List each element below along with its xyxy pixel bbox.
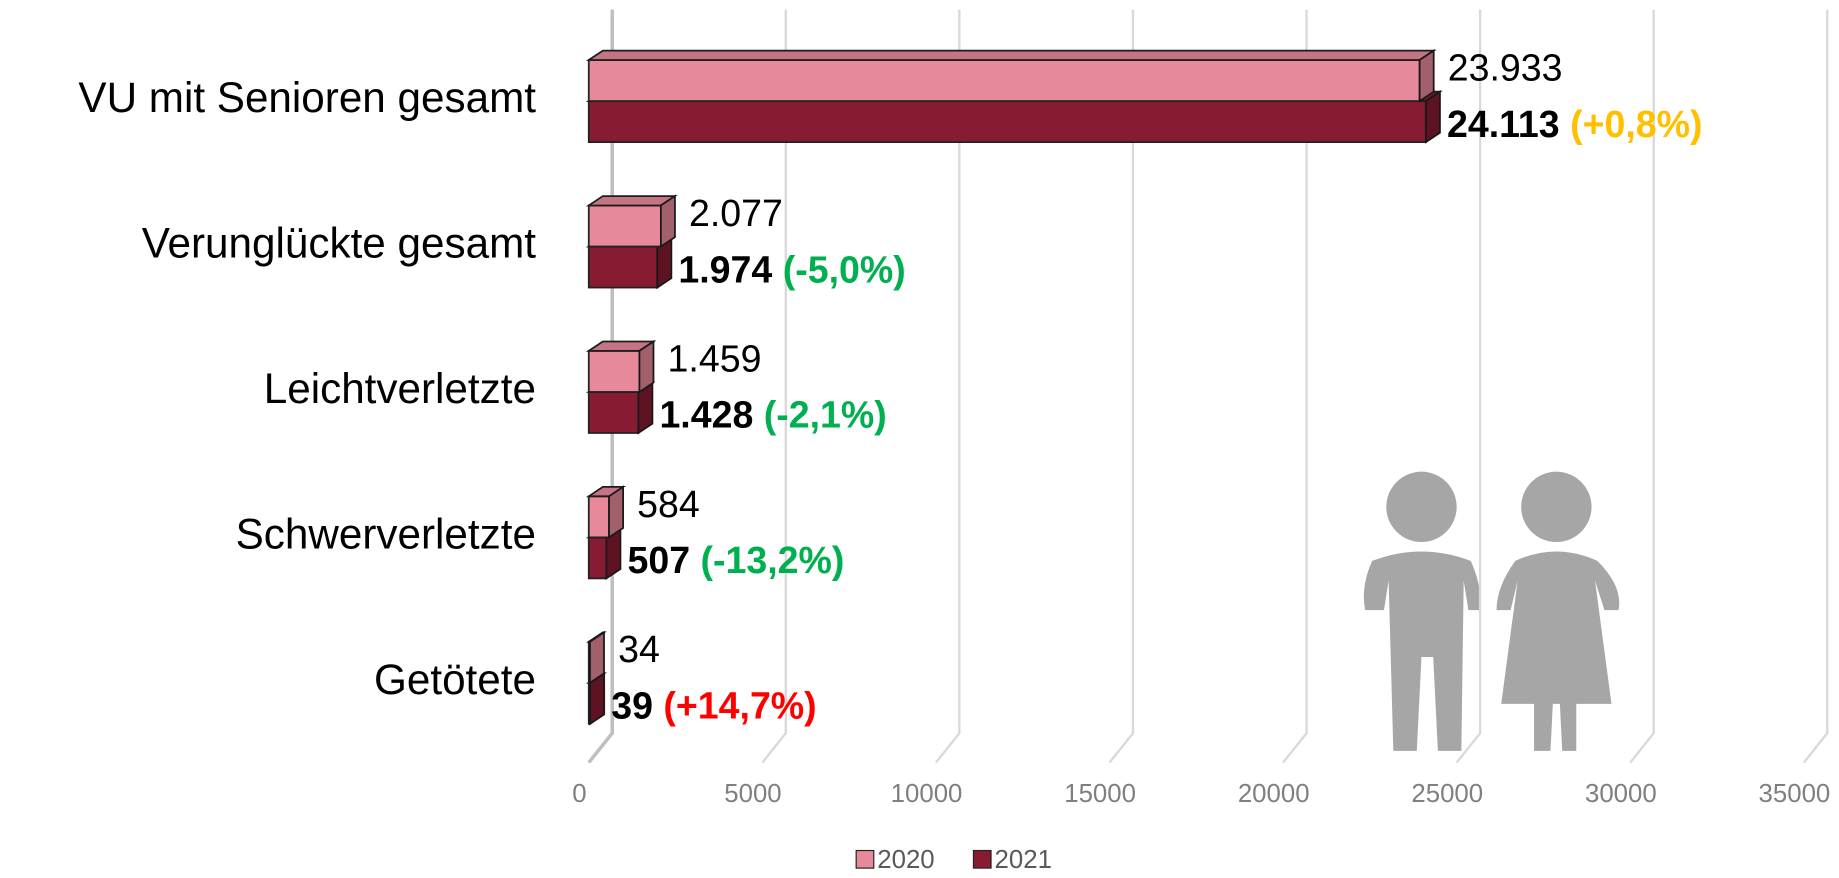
change-label: (-13,2%) [701,539,845,581]
bar-side [589,630,605,685]
bar-side [659,194,676,249]
bar-side [1418,48,1435,103]
value-label-group: 507 (-13,2%) [627,539,844,581]
category-label: VU mit Senioren gesamt [78,74,536,121]
bar-side [608,485,624,540]
x-tick-label: 15000 [1064,780,1136,808]
x-tick-label: 10000 [891,780,963,808]
value-label: 1.459 [668,337,762,379]
x-tick-label: 30000 [1585,780,1657,808]
grid-line [1455,9,1482,764]
legend-swatch [972,849,992,869]
value-label: 584 [637,483,700,525]
category-label: Getötete [374,656,536,703]
change-label: (-5,0%) [783,248,906,290]
bar-front [587,536,608,580]
legend-label: 2021 [995,846,1052,873]
value-label: 24.113 [1447,103,1560,145]
bar-front [587,100,1427,143]
category-label: Schwerverletzte [236,511,536,558]
x-tick-label: 20000 [1238,780,1310,808]
x-tick-label: 5000 [724,780,781,808]
grid-line [761,9,787,764]
value-label: 34 [618,628,660,670]
category-label: Leichtverletzte [264,365,536,412]
grid-line [935,9,961,764]
value-label-group: 1.428 (-2,1%) [659,394,886,436]
bar-front [587,204,662,248]
bar-side [638,339,655,394]
grid-line [1282,9,1308,764]
value-label: 39 [611,685,653,727]
bar-front [587,350,641,393]
people-icon [1363,471,1620,751]
bar-front [587,391,640,434]
change-label: (-2,1%) [764,394,887,436]
grid-line [1108,9,1135,764]
category-label: Verunglückte gesamt [142,220,537,267]
bar-front [587,245,659,289]
value-label-group: 24.113 (+0,8%) [1447,103,1703,145]
x-tick-label: 25000 [1411,780,1483,808]
x-tick-label: 35000 [1759,780,1831,808]
change-label: (+0,8%) [1570,103,1702,145]
bar-top [585,49,1437,61]
value-label: 2.077 [689,192,783,234]
value-label: 23.933 [1448,46,1563,88]
grid-line [1629,9,1655,764]
value-label-group: 1.974 (-5,0%) [678,248,905,290]
value-label: 1.974 [678,248,772,290]
bar-front [587,59,1421,102]
x-tick-label: 0 [572,780,586,808]
legend-label: 2020 [877,846,934,873]
value-label-group: 39 (+14,7%) [611,685,816,727]
bar-front [587,495,610,539]
grid-line [1802,9,1829,764]
legend-swatch [855,849,875,869]
change-label: (+14,7%) [663,685,816,727]
value-label: 1.428 [659,394,753,436]
bar-side [1424,90,1441,144]
value-label: 507 [627,539,690,581]
